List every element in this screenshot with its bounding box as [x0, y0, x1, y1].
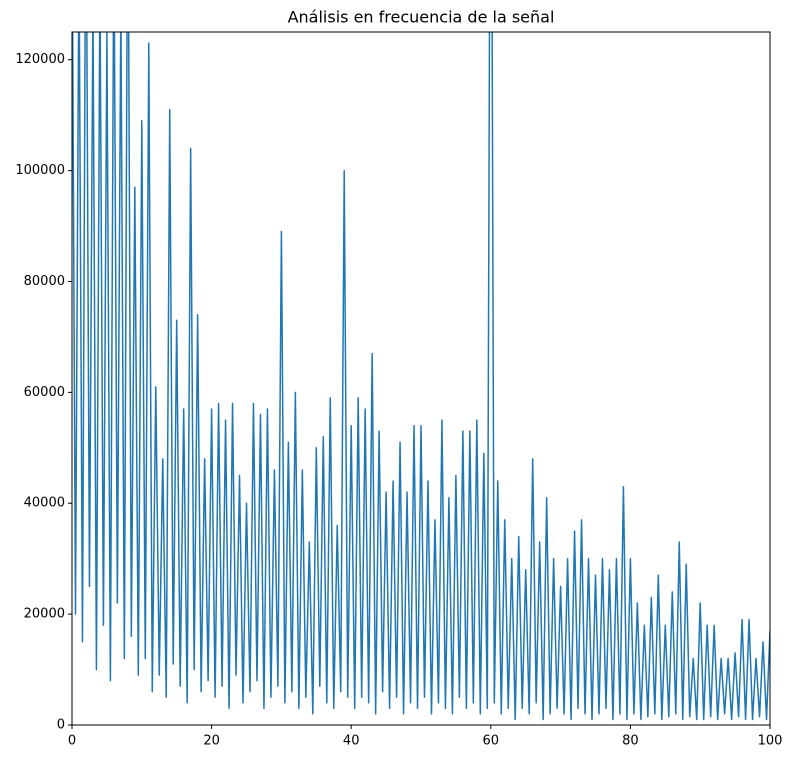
plot-area	[72, 32, 770, 721]
y-tick-label: 20000	[24, 607, 65, 622]
y-tick-label: 0	[57, 718, 65, 733]
x-tick-label: 100	[758, 734, 783, 749]
x-tick-label: 80	[622, 734, 639, 749]
x-tick-label: 60	[483, 734, 500, 749]
y-tick-label: 80000	[24, 274, 65, 289]
line-series	[72, 32, 770, 721]
y-tick-label: 100000	[15, 163, 65, 178]
chart-title: Análisis en frecuencia de la señal	[288, 8, 555, 27]
y-tick-label: 40000	[24, 496, 65, 511]
x-tick-label: 0	[68, 734, 76, 749]
x-tick-label: 40	[343, 734, 360, 749]
x-tick-label: 20	[203, 734, 220, 749]
axes-frame	[71, 31, 771, 726]
y-tick-label: 60000	[24, 385, 65, 400]
y-tick-label: 120000	[15, 52, 65, 67]
